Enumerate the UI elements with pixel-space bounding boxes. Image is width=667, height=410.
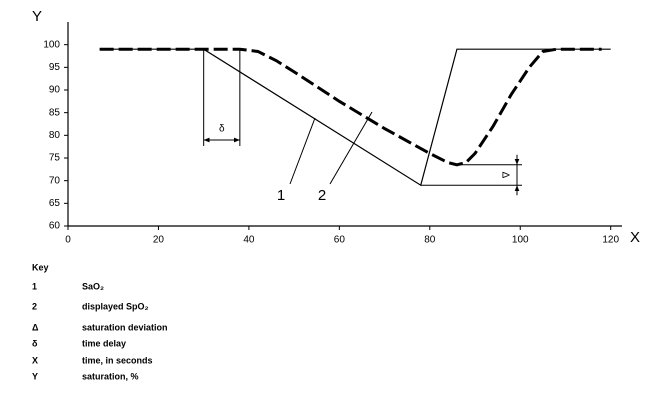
- y-tick-label: 70: [49, 175, 61, 186]
- key-label: saturation, %: [82, 371, 139, 381]
- key-title: Key: [32, 262, 49, 272]
- series-line: [99, 48, 611, 187]
- x-tick-label: 0: [65, 235, 71, 246]
- leader-line: [329, 111, 373, 185]
- x-tick-label: 40: [243, 235, 255, 246]
- y-tick-label: 80: [49, 130, 61, 141]
- key-label: time delay: [82, 338, 126, 348]
- delay-label: δ: [219, 124, 225, 135]
- x-tick-label: 100: [512, 235, 529, 246]
- y-axis-label: Y: [32, 8, 42, 25]
- x-tick-label: 60: [334, 235, 346, 246]
- x-tick-label: 20: [153, 235, 165, 246]
- y-tick-label: 75: [49, 153, 61, 164]
- series-label: 1: [277, 187, 285, 204]
- deviation-label: Δ: [499, 172, 510, 179]
- y-tick-label: 60: [49, 221, 61, 232]
- y-tick-label: 65: [49, 198, 61, 209]
- key-symbol: 2: [32, 301, 37, 311]
- x-tick-label: 120: [602, 235, 619, 246]
- key-label: saturation deviation: [82, 322, 168, 332]
- key-symbol: 1: [32, 281, 37, 291]
- x-tick-label: 80: [424, 235, 436, 246]
- key-symbol: Y: [32, 371, 38, 381]
- key-symbol: Δ: [32, 322, 39, 332]
- key-symbol: δ: [32, 338, 38, 348]
- key-symbol: X: [32, 355, 38, 365]
- key-label: displayed SpO₂: [82, 301, 149, 311]
- key-label: time, in seconds: [82, 355, 153, 365]
- y-tick-label: 85: [49, 107, 61, 118]
- key-label: SaO₂: [82, 281, 104, 291]
- y-tick-label: 95: [49, 62, 61, 73]
- series-line: [99, 47, 602, 167]
- y-tick-label: 100: [43, 39, 60, 50]
- key: Key 1 SaO₂ 2 displayed SpO₂ Δ saturation devi…: [32, 262, 168, 381]
- y-tick-label: 90: [49, 85, 61, 96]
- series-label: 2: [318, 187, 326, 204]
- leader-line: [289, 117, 316, 185]
- x-axis-label: X: [630, 229, 640, 246]
